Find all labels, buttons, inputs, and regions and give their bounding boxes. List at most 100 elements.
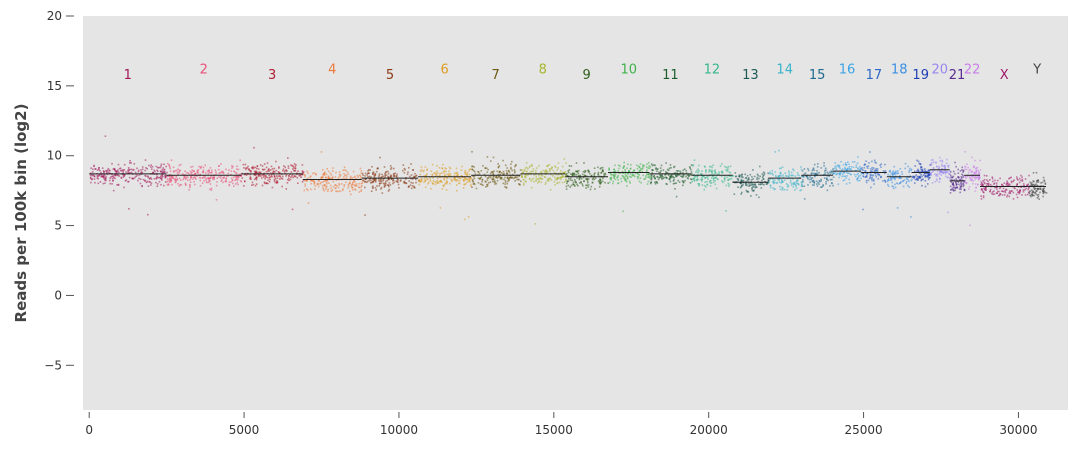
data-point (570, 184, 573, 187)
data-point (778, 175, 781, 177)
data-point (420, 169, 423, 171)
data-point (423, 175, 426, 177)
data-point (1033, 188, 1036, 191)
data-point (488, 176, 490, 178)
data-point (830, 170, 832, 173)
data-point (421, 178, 423, 181)
data-point (293, 163, 296, 165)
data-point (205, 181, 208, 183)
data-point (738, 174, 741, 176)
data-point (714, 183, 717, 186)
data-point (274, 181, 277, 184)
data-point (225, 168, 227, 171)
data-point (617, 175, 619, 177)
data-point (759, 165, 761, 168)
data-point (653, 176, 656, 179)
data-point (847, 172, 849, 175)
data-point (802, 181, 804, 183)
data-point (294, 167, 297, 170)
data-point (614, 170, 616, 173)
data-point (292, 168, 294, 170)
data-point (660, 164, 663, 167)
data-point (146, 168, 148, 170)
data-point (556, 177, 559, 179)
data-point (200, 165, 203, 168)
data-point (1022, 189, 1025, 191)
data-point (601, 180, 604, 183)
data-point (215, 184, 218, 187)
data-point (702, 175, 704, 178)
data-point (151, 165, 154, 168)
data-point (646, 169, 648, 171)
data-point (156, 173, 158, 176)
data-point (987, 183, 989, 185)
data-point (150, 166, 152, 168)
data-point (962, 174, 964, 177)
data-point (93, 164, 95, 167)
data-point (909, 175, 912, 177)
data-point (545, 181, 547, 184)
data-point (187, 172, 189, 174)
data-point (949, 174, 952, 177)
data-point (907, 165, 909, 168)
data-point (91, 171, 94, 173)
data-point (334, 184, 337, 186)
data-point (390, 178, 393, 180)
data-point (649, 175, 651, 177)
data-point (688, 175, 690, 177)
data-point (869, 151, 871, 153)
data-point (955, 183, 958, 186)
data-point (170, 180, 173, 182)
data-point (977, 178, 980, 181)
data-point (714, 180, 716, 182)
data-point (573, 173, 575, 175)
data-point (283, 170, 286, 172)
data-point (600, 181, 602, 184)
data-point (390, 167, 393, 169)
data-point (473, 175, 476, 178)
data-point (104, 135, 107, 137)
data-point (344, 174, 346, 177)
data-point (721, 171, 723, 174)
data-point (109, 177, 111, 179)
data-point (97, 175, 99, 178)
data-point (129, 169, 131, 171)
data-point (813, 182, 816, 184)
data-point (788, 174, 791, 176)
data-point (277, 175, 280, 177)
data-point (372, 171, 375, 173)
data-point (459, 178, 462, 180)
data-point (380, 178, 383, 181)
data-point (316, 182, 319, 185)
data-point (984, 189, 987, 191)
data-point (941, 165, 943, 167)
data-point (410, 163, 412, 165)
data-point (1035, 193, 1037, 195)
data-point (788, 172, 790, 174)
data-point (255, 183, 258, 185)
data-point (931, 182, 934, 184)
data-point (244, 180, 246, 183)
data-point (1001, 184, 1003, 186)
data-point (1005, 183, 1008, 186)
data-point (708, 180, 711, 183)
data-point (581, 183, 584, 185)
data-point (913, 175, 916, 178)
data-point (950, 178, 953, 181)
data-point (239, 180, 242, 182)
data-point (387, 172, 390, 175)
data-point (371, 181, 374, 183)
data-point (390, 175, 393, 177)
data-point (156, 185, 159, 187)
data-point (670, 176, 672, 179)
data-point (801, 183, 803, 186)
data-point (816, 166, 819, 168)
data-point (1037, 179, 1039, 181)
data-point (796, 174, 799, 176)
data-point (145, 181, 148, 184)
data-point (314, 185, 317, 187)
data-point (406, 173, 409, 175)
x-tick-label: 5000 (229, 423, 260, 437)
data-point (708, 170, 710, 173)
data-point (960, 188, 962, 191)
